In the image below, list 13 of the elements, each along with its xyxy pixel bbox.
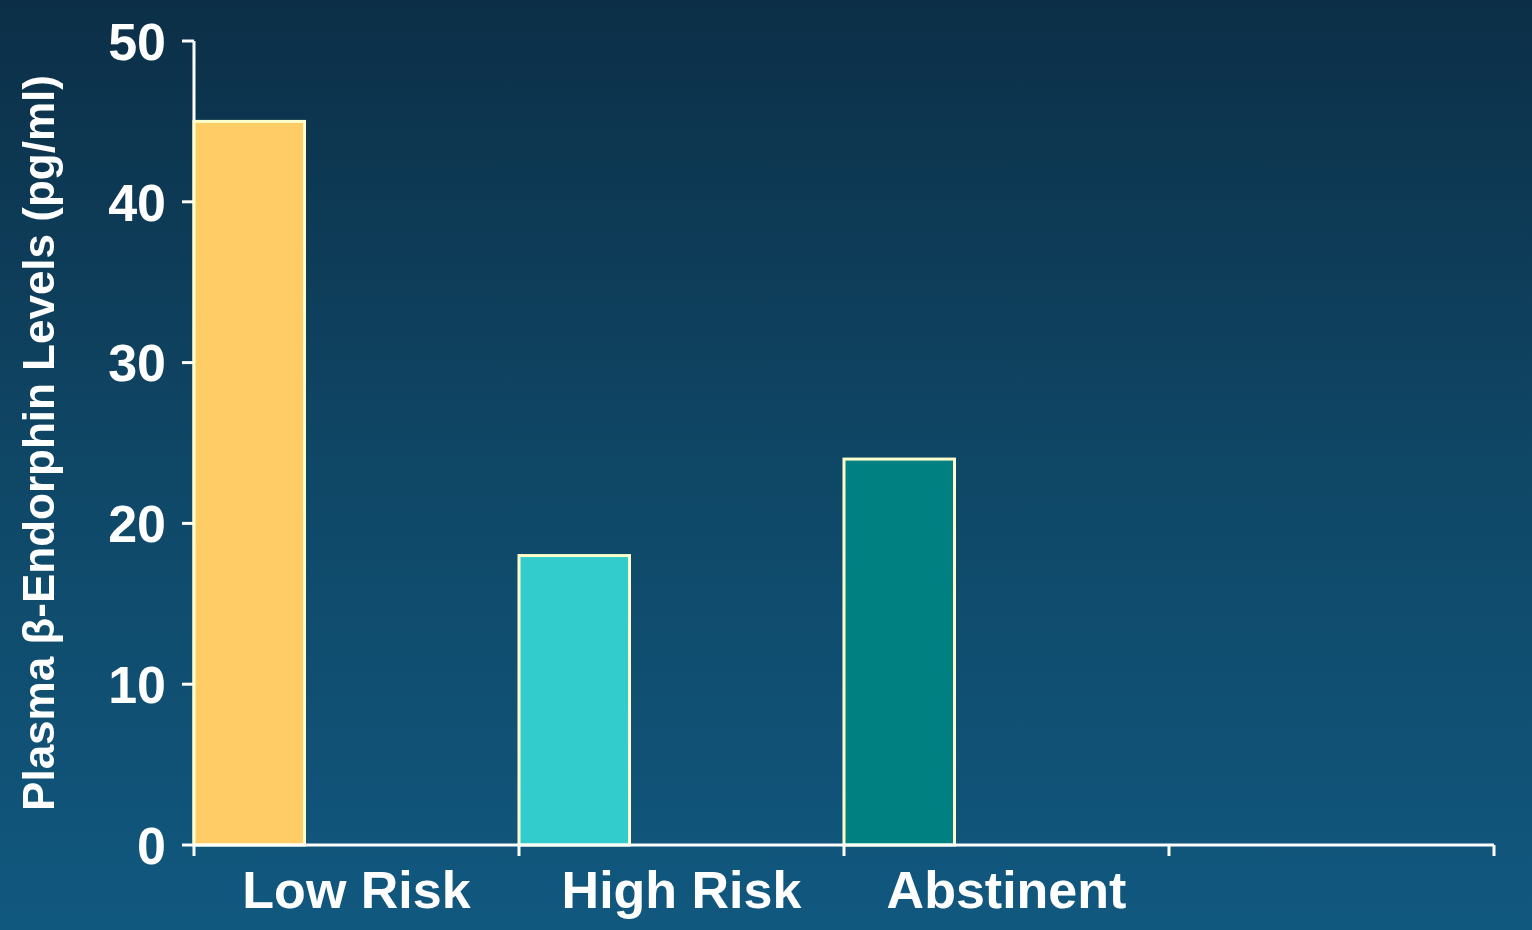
x-tick-label: High Risk [561,861,802,919]
x-tick-label: Low Risk [242,861,471,919]
y-tick-label: 50 [108,12,166,71]
y-tick-label: 20 [108,495,166,554]
bar [192,119,306,847]
bar [517,554,631,847]
y-tick-label: 10 [108,655,166,714]
y-tick-label: 0 [137,816,166,875]
x-tick-label: Abstinent [886,861,1127,919]
bar [842,457,956,847]
y-tick-label: 30 [108,334,166,393]
y-tick-label: 40 [108,173,166,232]
y-axis-title: Plasma β-Endorphin Levels (pg/ml) [14,75,63,811]
